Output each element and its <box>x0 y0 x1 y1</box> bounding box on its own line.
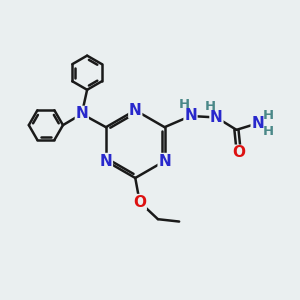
Text: N: N <box>210 110 223 125</box>
Text: N: N <box>184 109 197 124</box>
Text: N: N <box>158 154 171 169</box>
Text: H: H <box>204 100 215 113</box>
Text: N: N <box>100 154 112 169</box>
Text: H: H <box>178 98 190 111</box>
Text: N: N <box>129 103 142 118</box>
Text: N: N <box>251 116 264 131</box>
Text: O: O <box>232 145 245 160</box>
Text: N: N <box>75 106 88 122</box>
Text: O: O <box>133 195 146 210</box>
Text: H: H <box>262 109 274 122</box>
Text: H: H <box>262 124 274 137</box>
